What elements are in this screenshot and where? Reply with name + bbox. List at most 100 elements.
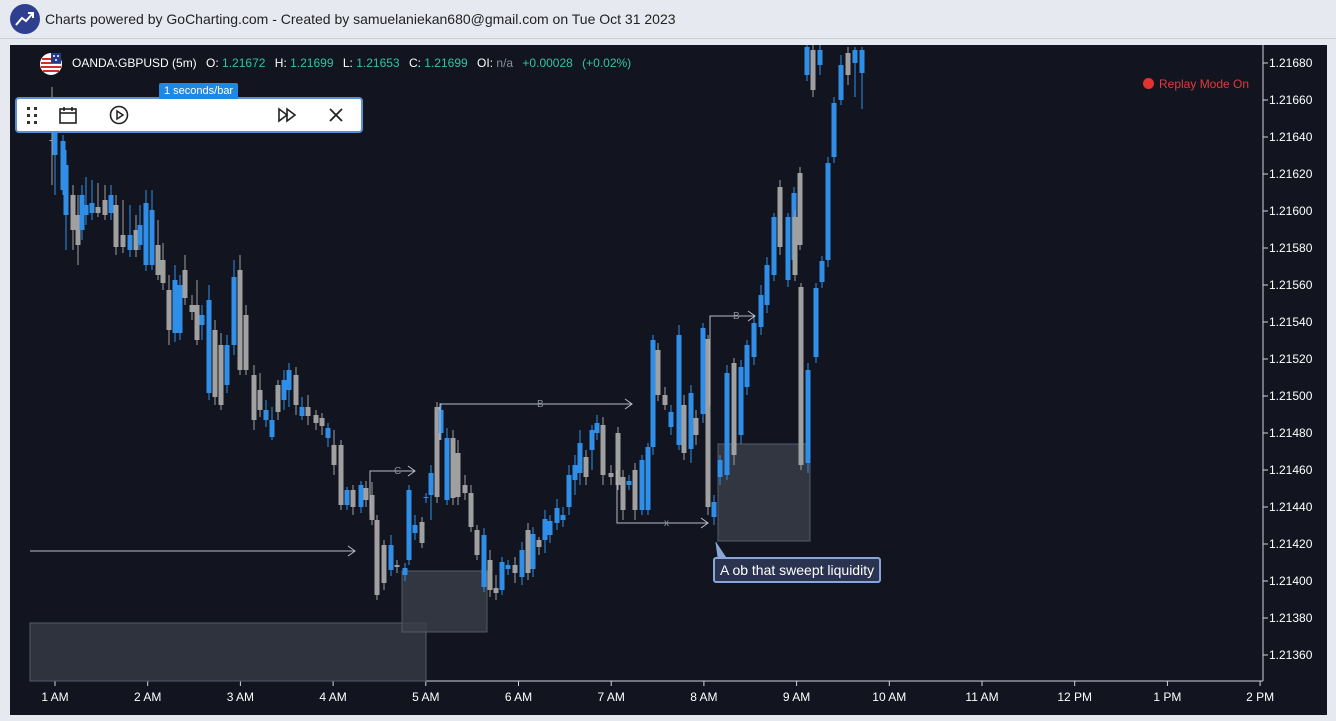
candle-body <box>319 418 325 426</box>
candle-body <box>212 330 218 397</box>
open-label: O: <box>206 56 219 70</box>
high-label: H: <box>274 56 287 70</box>
candle-body <box>639 460 645 510</box>
candle-body <box>275 385 281 412</box>
candle-body <box>350 490 356 507</box>
candle-body <box>189 305 195 312</box>
candle-body <box>149 210 155 265</box>
candle-body <box>724 373 730 475</box>
drag-handle-icon[interactable] <box>23 104 45 126</box>
time-tick-label: 3 AM <box>226 690 255 704</box>
candle-body <box>700 328 706 414</box>
candle-body <box>79 195 85 230</box>
candle-body <box>831 103 837 157</box>
drawing-label: B <box>537 399 544 410</box>
symbol-label[interactable]: OANDA:GBPUSD (5m) <box>72 56 197 70</box>
change-percent: (+0.02%) <box>582 56 632 70</box>
candle-body <box>554 508 560 523</box>
candle-body <box>363 488 369 500</box>
candle-body <box>632 470 638 510</box>
candle-body <box>813 288 819 357</box>
candle-body <box>676 335 682 445</box>
candle-body <box>572 465 578 480</box>
candle-body <box>388 545 394 570</box>
candle-body <box>512 565 518 573</box>
play-icon[interactable] <box>108 104 130 126</box>
open-value: 1.21672 <box>222 56 266 70</box>
close-icon[interactable] <box>325 104 347 126</box>
candle-body <box>792 217 798 275</box>
demand-zone-box <box>29 622 427 682</box>
candle-body <box>434 407 440 497</box>
candle-body <box>859 50 865 73</box>
candle-body <box>560 515 566 520</box>
candle-body <box>49 140 55 141</box>
candle-body <box>525 530 531 573</box>
candle-body <box>133 230 139 250</box>
bos-line-c-head <box>407 465 416 477</box>
price-tick-label: 1.21520 <box>1269 352 1313 366</box>
price-tick-label: 1.21400 <box>1269 574 1313 588</box>
candle-body <box>113 205 119 247</box>
candle-body <box>60 141 66 190</box>
candle-body <box>764 265 770 305</box>
candle-body <box>785 217 791 280</box>
candle-body <box>845 53 851 75</box>
drawing-label: x <box>664 518 669 529</box>
low-value: 1.21653 <box>356 56 400 70</box>
drawing-label: B <box>733 311 740 322</box>
time-tick-label: 7 AM <box>597 690 625 704</box>
top-bar: Charts powered by GoCharting.com - Creat… <box>0 0 1336 39</box>
time-tick-label: 6 AM <box>504 690 533 704</box>
candle-body <box>505 565 511 569</box>
candle-body <box>838 65 844 100</box>
candle-body <box>481 535 487 587</box>
candle-body <box>655 350 661 395</box>
change-value: +0.00028 <box>522 56 573 70</box>
candle-body <box>668 412 674 427</box>
candle-body <box>286 370 292 390</box>
candle-body <box>281 380 287 400</box>
price-tick-label: 1.21540 <box>1269 315 1313 329</box>
price-chart[interactable]: C Bx B <box>10 45 1327 715</box>
high-value: 1.21699 <box>290 56 334 70</box>
candle-body <box>263 410 269 420</box>
candle-body <box>358 485 364 507</box>
replay-toolbar <box>15 97 363 133</box>
candle-body <box>293 375 299 405</box>
candle-body <box>269 420 275 437</box>
candle-body <box>63 165 69 215</box>
candle-body <box>166 290 172 330</box>
candle-body <box>325 428 331 438</box>
candle-body <box>331 445 337 465</box>
candle-body <box>705 339 711 507</box>
candle-body <box>751 323 757 357</box>
candle-body <box>825 163 831 260</box>
replay-status-text: Replay Mode On <box>1159 77 1250 91</box>
candle-body <box>52 133 58 155</box>
candle-body <box>542 519 548 540</box>
candle-body <box>681 405 687 453</box>
record-dot-icon <box>1143 78 1154 89</box>
candle-body <box>257 390 263 410</box>
candle-body <box>75 215 81 245</box>
calendar-icon[interactable] <box>57 104 79 126</box>
replay-speed-badge[interactable]: 1 seconds/bar <box>159 83 239 99</box>
time-tick-label: 2 AM <box>134 690 162 704</box>
candle-body <box>394 565 400 567</box>
trend-chart-icon[interactable] <box>10 4 40 34</box>
time-tick-label: 9 AM <box>782 690 811 704</box>
candle-body <box>777 187 783 247</box>
oi-value: n/a <box>496 56 514 70</box>
price-tick-label: 1.21660 <box>1269 93 1313 107</box>
time-tick-label: 4 AM <box>319 690 347 704</box>
time-tick-label: 10 AM <box>872 690 907 704</box>
fast-forward-icon[interactable] <box>276 104 298 126</box>
annotation-callout[interactable]: A ob that sweept liquidity <box>713 557 882 583</box>
time-tick-label: 1 AM <box>41 690 69 704</box>
candle-body <box>798 287 804 465</box>
price-tick-label: 1.21460 <box>1269 463 1313 477</box>
candle-body <box>177 285 183 333</box>
candle-body <box>419 522 425 543</box>
